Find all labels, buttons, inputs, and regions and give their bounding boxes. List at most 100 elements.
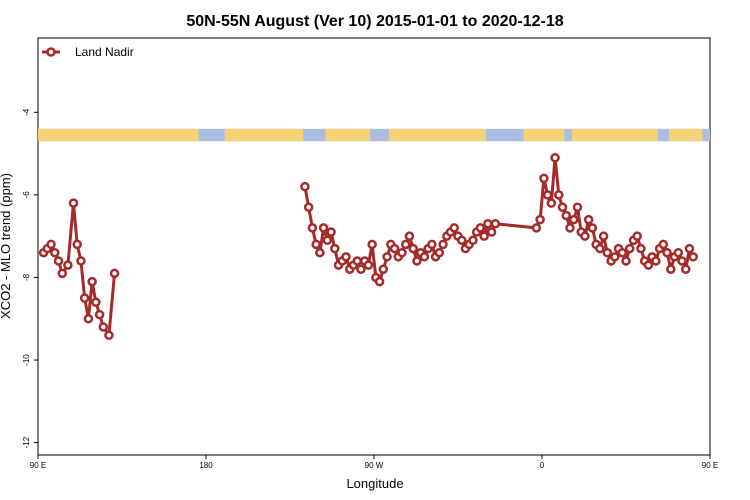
data-point [636,243,646,254]
x-tick-label: 90 E [30,461,46,470]
band-land-6 [668,128,703,142]
data-point [79,293,90,303]
data-point [468,235,478,246]
data-point [76,256,86,266]
data-point [680,264,691,274]
data-point [438,239,448,250]
data-point [542,190,553,200]
band-land-0 [38,128,199,142]
data-point [98,322,109,332]
data-point [63,260,73,270]
x-tick-label: 0 [540,461,545,470]
data-point [662,247,672,258]
series-layer [38,152,698,341]
data-point [535,214,545,225]
data-point [479,231,489,241]
data-point [572,202,583,213]
data-point [389,243,400,254]
data-point [87,276,97,287]
data-point [587,223,598,233]
data-point [83,314,94,324]
data-point [595,243,605,254]
data-point [397,247,407,258]
chart-title: 50N-55N August (Ver 10) 2015-01-01 to 20… [186,13,563,30]
data-point [330,243,340,254]
data-point [617,247,628,258]
data-point [363,260,374,270]
x-tick-label: 90 E [702,461,718,470]
data-point [303,202,314,213]
data-point [658,239,669,250]
axes-layer: 90 E 180 90 W 0 90 E -4 -6 -8 -10 -12 [22,108,718,470]
data-point [46,239,56,250]
data-point [684,243,695,254]
data-point [531,223,542,233]
data-point [318,223,329,233]
series-0 [38,152,698,341]
data-point [550,152,560,163]
data-point [434,247,445,258]
data-point [486,227,497,237]
data-point [315,247,325,258]
data-point [378,264,389,274]
data-point [624,243,635,254]
data-point [598,231,609,241]
data-point [300,181,310,192]
data-point [449,223,460,233]
data-point [561,210,572,221]
x-axis-title: Longitude [346,476,403,491]
legend: Land Nadir [42,45,134,59]
band-land-2 [325,128,371,142]
y-tick-label: -12 [22,436,31,448]
data-point [404,231,415,241]
band-land-5 [571,128,658,142]
y-tick-label: -4 [22,108,31,116]
data-point [688,252,698,262]
data-point [109,268,120,279]
data-point [673,247,684,258]
y-axis-title: XCO2 - MLO trend (ppm) [0,173,13,319]
data-point [483,219,493,229]
data-point [72,239,82,250]
data-point [311,239,321,250]
data-point [408,243,418,254]
data-point [677,256,687,266]
data-point [475,223,486,233]
data-point [427,239,437,250]
data-point [307,223,318,233]
data-point [651,256,661,266]
data-point [50,247,60,258]
legend-marker-0 [46,47,56,57]
data-point [53,256,64,266]
x-tick-label: 180 [199,461,213,470]
data-point [322,235,333,246]
data-point [632,231,642,241]
band-land-1 [224,128,304,142]
data-point [412,256,422,266]
data-point [94,309,105,320]
y-tick-label: -8 [22,273,31,281]
data-point [610,252,620,262]
data-point [583,214,594,225]
data-point [580,231,590,241]
data-point [456,235,467,246]
x-tick-label: 90 W [365,461,384,470]
data-point [565,223,575,233]
data-point [57,268,68,279]
data-point [326,227,336,237]
land-ocean-band [38,128,710,142]
y-tick-label: -10 [22,354,31,366]
data-point [374,276,385,287]
data-point [643,260,654,270]
data-point [341,252,351,262]
band-land-3 [388,128,486,142]
data-point [367,239,377,250]
data-point [382,252,392,262]
legend-label-0: Land Nadir [75,45,134,59]
data-point [557,202,568,213]
data-point [400,239,411,250]
data-point [539,173,549,184]
data-point [91,297,101,307]
data-point [621,256,631,266]
